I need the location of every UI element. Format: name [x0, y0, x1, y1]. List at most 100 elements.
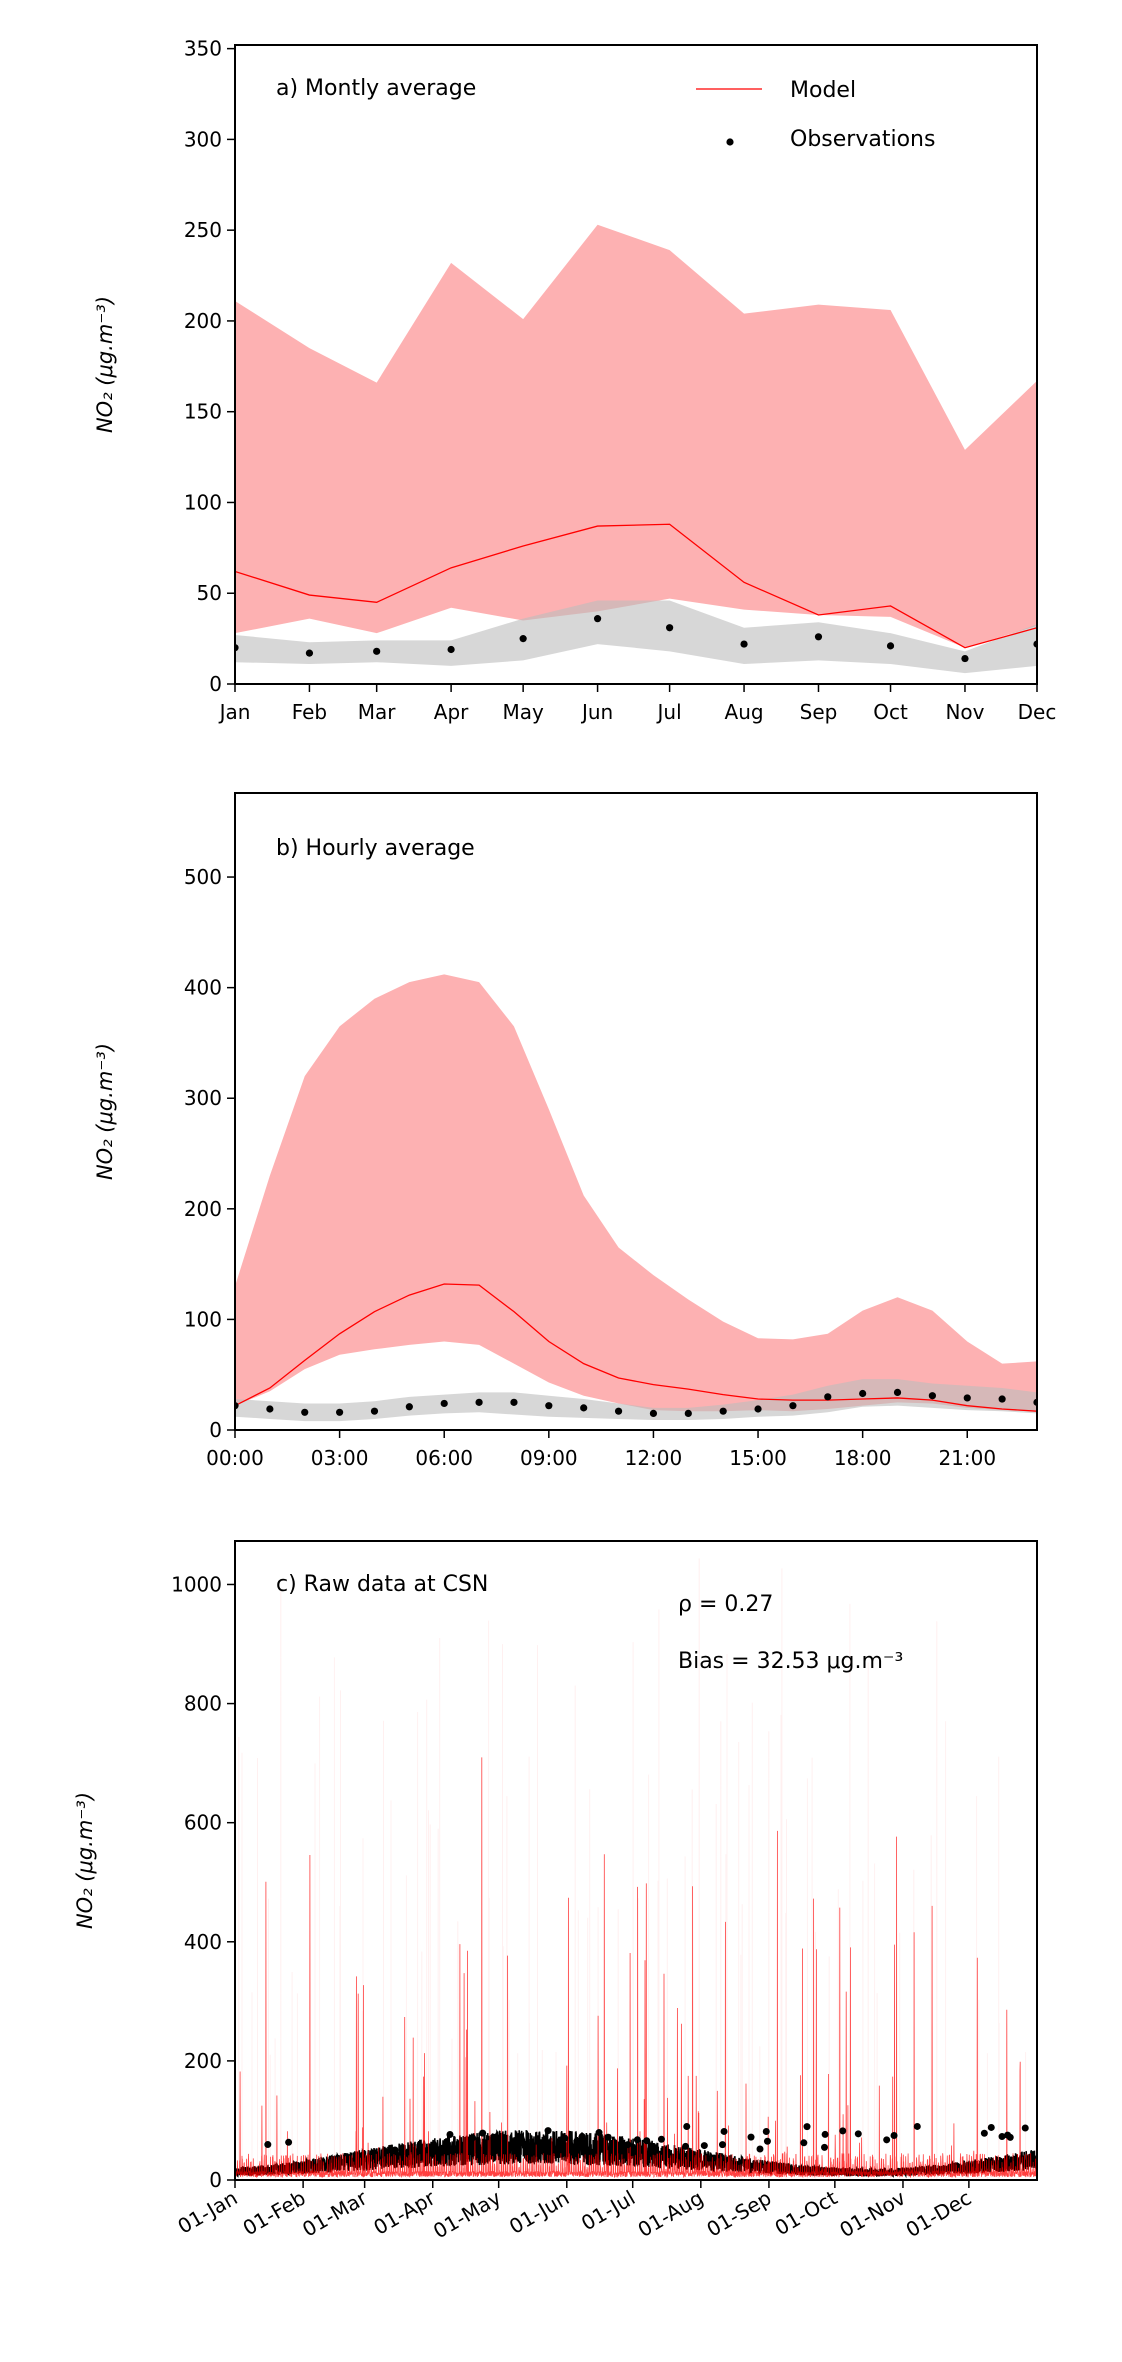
- observation-point: [980, 2129, 988, 2137]
- observation-point: [440, 1399, 448, 1408]
- observation-point: [510, 1398, 518, 1406]
- panel-title: b) Hourly average: [276, 836, 475, 861]
- y-tick-label: 300: [184, 127, 222, 151]
- observation-point: [578, 2132, 586, 2140]
- observation-point: [264, 2141, 272, 2149]
- observation-point: [913, 2122, 921, 2130]
- observation-point: [719, 2141, 727, 2149]
- observation-point: [682, 2142, 690, 2150]
- x-tick-label: 00:00: [206, 1446, 264, 1470]
- observation-point: [593, 615, 602, 623]
- y-tick-label: 250: [184, 218, 222, 242]
- observation-point: [883, 2136, 891, 2144]
- y-tick-label: 350: [184, 37, 222, 61]
- observation-point: [961, 654, 969, 663]
- observation-point: [821, 2143, 829, 2151]
- x-tick-label: 01-Sep: [702, 2186, 775, 2242]
- observation-point: [391, 2146, 399, 2154]
- observation-point: [614, 1407, 623, 1415]
- observation-point: [370, 1407, 379, 1415]
- observation-point: [446, 2130, 454, 2138]
- observation-point: [1006, 2133, 1014, 2141]
- observation-point: [998, 2133, 1006, 2141]
- observation-point: [754, 1405, 762, 1413]
- panel-title: c) Raw data at CSN: [276, 1572, 488, 1597]
- x-tick-label: 01-Mar: [298, 2185, 372, 2241]
- x-tick-label: Nov: [945, 700, 984, 724]
- observation-point: [514, 2137, 522, 2145]
- model-range-band: [235, 224, 1037, 648]
- observation-point: [854, 2130, 862, 2138]
- panel-c: 0 200 400 600 800 1000 01-Jan01-Feb01-Mar01-Ap…: [73, 1540, 1038, 2243]
- observation-point: [814, 633, 823, 641]
- legend-observations-label: Observations: [790, 127, 935, 152]
- observation-point: [604, 2133, 612, 2141]
- y-tick-label: 600: [184, 1811, 222, 1835]
- x-tick-label: Jul: [656, 700, 682, 724]
- plot-area: [235, 224, 1037, 674]
- observation-point: [624, 2141, 632, 2149]
- x-tick-label: 01-Jan: [174, 2186, 242, 2239]
- observation-range-band: [235, 1379, 1037, 1422]
- x-tick-label: 01-Jul: [577, 2186, 639, 2236]
- y-tick-label: 300: [184, 1086, 222, 1110]
- legend: Model Observations: [696, 78, 935, 152]
- observation-point: [824, 1393, 832, 1401]
- y-tick-label: 0: [209, 1418, 222, 1442]
- y-tick-label: 400: [184, 1930, 222, 1954]
- y-tick-label: 100: [184, 1307, 222, 1331]
- y-tick-label: 1000: [171, 1572, 222, 1596]
- x-tick-label: 09:00: [520, 1446, 578, 1470]
- observation-point: [763, 2137, 771, 2145]
- panel-title: a) Montly average: [276, 76, 476, 101]
- axes-frame: [234, 792, 1038, 1431]
- observation-point: [336, 1408, 344, 1416]
- x-tick-label: Dec: [1018, 700, 1057, 724]
- x-tick-label: 01-May: [429, 2185, 505, 2243]
- y-tick-label: 0: [209, 2168, 222, 2192]
- observation-point: [893, 1388, 902, 1396]
- observation-point: [683, 2123, 691, 2131]
- observation-point: [747, 2133, 755, 2141]
- y-tick-label: 200: [184, 309, 222, 333]
- y-axis-label: NO₂ (μg.m⁻³): [73, 1792, 97, 1929]
- panel-a: 0 50 100 150 200 250 300 350 Jan Feb Mar Apr May Jun J…: [93, 37, 1056, 724]
- legend-model-label: Model: [790, 78, 856, 103]
- axes-frame: [234, 44, 1038, 685]
- observation-point: [886, 642, 895, 650]
- y-tick-label: 200: [184, 2049, 222, 2073]
- observation-range-band: [235, 600, 1037, 674]
- x-tick-label: 01-Aug: [634, 2186, 708, 2242]
- y-axis-label: NO₂ (μg.m⁻³): [93, 1043, 117, 1180]
- correlation-label: ρ = 0.27: [678, 1592, 773, 1617]
- observation-point: [545, 1402, 553, 1410]
- observation-point: [643, 2137, 651, 2145]
- model-line: [235, 1283, 1037, 1412]
- observation-point: [700, 2142, 708, 2150]
- bias-label: Bias = 32.53 μg.m⁻³: [678, 1649, 903, 1674]
- x-tick-label: Aug: [725, 700, 764, 724]
- y-tick-label: 0: [209, 672, 222, 696]
- x-tick-label: 01-Oct: [771, 2185, 842, 2240]
- x-tick-label: Feb: [292, 700, 327, 724]
- x-tick-label: Jan: [218, 700, 251, 724]
- observation-point: [756, 2145, 764, 2153]
- y-tick-label: 400: [184, 976, 222, 1000]
- model-raw-line: [235, 1757, 1037, 2179]
- observation-point: [839, 2127, 847, 2135]
- x-tick-label: Sep: [800, 700, 838, 724]
- x-tick-label: 03:00: [311, 1446, 369, 1470]
- observation-point: [987, 2123, 995, 2131]
- observation-point: [561, 2134, 569, 2142]
- observation-point: [800, 2139, 808, 2147]
- x-tick-label: 01-Nov: [835, 2185, 909, 2242]
- observation-point: [803, 2123, 811, 2131]
- x-tick-label: 01-Feb: [239, 2186, 310, 2241]
- observation-point: [305, 649, 314, 657]
- observation-point: [519, 635, 527, 643]
- plot-area: [235, 1558, 1037, 2180]
- y-tick-label: 200: [184, 1197, 222, 1221]
- observation-point: [469, 2134, 477, 2142]
- observation-point: [580, 1404, 588, 1412]
- observation-point: [266, 1405, 274, 1413]
